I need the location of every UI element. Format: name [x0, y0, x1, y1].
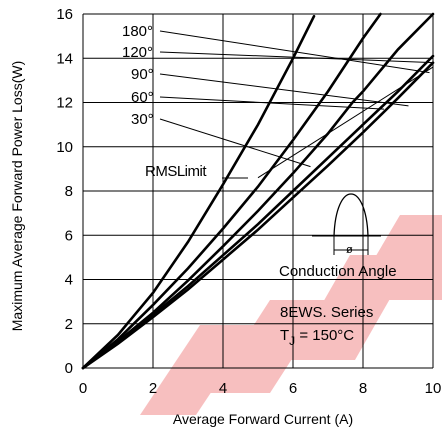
- label-leader-line: [159, 96, 385, 110]
- label-30: 30°: [131, 111, 154, 128]
- y-tick-label: 14: [56, 50, 73, 67]
- y-tick-label: 8: [65, 183, 73, 200]
- grid-lines: [82, 13, 434, 369]
- curve-60: [81, 12, 382, 370]
- curve-30: [81, 14, 316, 370]
- rms-limit-label: RMSLimit: [145, 163, 207, 180]
- x-tick-label: 0: [79, 380, 87, 397]
- label-leader-line: [159, 51, 434, 64]
- label-leader-line: [159, 73, 409, 107]
- x-axis-title: Average Forward Current (A): [173, 411, 353, 427]
- series-name-label: 8EWS. Series: [280, 304, 373, 321]
- label-180: 180°: [122, 23, 153, 40]
- x-tick-label: 4: [219, 380, 227, 397]
- curve-120: [81, 61, 435, 370]
- y-tick-label: 16: [56, 6, 73, 23]
- phi-symbol: ø: [346, 244, 353, 256]
- y-axis-ticks: 0 2 4 6 8 10 12 14 16: [56, 6, 73, 377]
- conduction-angle-diagram: ø: [312, 193, 381, 256]
- tj-label: TJ = 150°C: [280, 327, 354, 348]
- label-leader-line: [159, 118, 311, 168]
- y-tick-label: 0: [65, 360, 73, 377]
- y-tick-label: 2: [65, 316, 73, 333]
- y-tick-label: 10: [56, 139, 73, 156]
- label-120: 120°: [122, 44, 153, 61]
- x-tick-label: 10: [425, 380, 442, 397]
- x-axis-ticks: 0 2 4 6 8 10: [79, 380, 442, 397]
- conduction-angle-label: Conduction Angle: [279, 263, 397, 280]
- curves: [81, 12, 435, 370]
- rms-limit-line: [257, 66, 434, 179]
- curve-90: [81, 12, 435, 370]
- label-60: 60°: [131, 89, 154, 106]
- y-axis-title: Maximum Average Forward Power Loss(W): [9, 61, 25, 331]
- y-tick-label: 4: [65, 272, 73, 289]
- y-tick-label: 12: [56, 95, 73, 112]
- curve-180: [81, 54, 435, 370]
- label-90: 90°: [131, 66, 154, 83]
- label-leaders: [159, 30, 434, 179]
- x-tick-label: 8: [359, 380, 367, 397]
- x-tick-label: 2: [149, 380, 157, 397]
- label-leader-line: [159, 30, 430, 74]
- y-tick-label: 6: [65, 227, 73, 244]
- watermark-logo: [140, 215, 442, 415]
- x-tick-label: 6: [289, 380, 297, 397]
